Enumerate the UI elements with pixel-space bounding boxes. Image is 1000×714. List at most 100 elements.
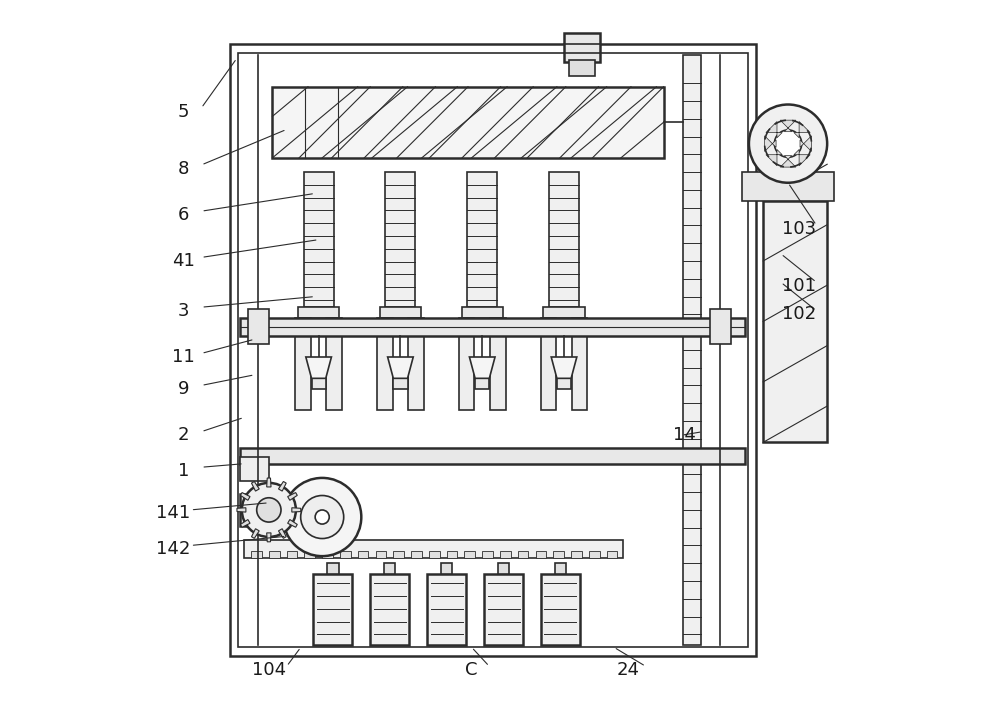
Bar bbox=[380, 307, 421, 318]
Text: 142: 142 bbox=[156, 540, 190, 558]
Bar bbox=[240, 448, 745, 463]
Bar bbox=[393, 551, 404, 558]
Bar bbox=[518, 551, 528, 558]
Text: 103: 103 bbox=[782, 220, 816, 238]
Bar bbox=[244, 540, 623, 558]
Text: 41: 41 bbox=[172, 252, 195, 270]
Bar bbox=[683, 55, 701, 645]
Polygon shape bbox=[237, 508, 246, 512]
Bar bbox=[490, 318, 506, 411]
Bar bbox=[385, 172, 415, 307]
Bar bbox=[498, 563, 509, 574]
Bar bbox=[313, 574, 352, 645]
Bar bbox=[377, 318, 393, 411]
Bar bbox=[358, 551, 368, 558]
Text: 141: 141 bbox=[156, 505, 190, 523]
Text: 2: 2 bbox=[178, 426, 189, 444]
Bar bbox=[462, 307, 503, 318]
Bar bbox=[467, 172, 497, 307]
Polygon shape bbox=[780, 156, 796, 167]
Bar bbox=[541, 318, 556, 411]
Bar bbox=[569, 61, 595, 76]
Bar bbox=[230, 44, 756, 655]
Polygon shape bbox=[765, 136, 776, 151]
Circle shape bbox=[749, 104, 827, 183]
Polygon shape bbox=[252, 481, 259, 491]
Polygon shape bbox=[306, 357, 331, 378]
Bar bbox=[543, 307, 585, 318]
Polygon shape bbox=[780, 120, 796, 131]
Text: 101: 101 bbox=[782, 277, 816, 295]
Bar bbox=[500, 551, 511, 558]
Circle shape bbox=[257, 498, 281, 522]
Text: 11: 11 bbox=[172, 348, 195, 366]
Bar bbox=[549, 172, 579, 307]
Bar bbox=[411, 551, 422, 558]
Bar bbox=[376, 551, 386, 558]
Polygon shape bbox=[388, 357, 413, 378]
Bar bbox=[553, 551, 564, 558]
Text: 14: 14 bbox=[673, 426, 696, 444]
Bar bbox=[272, 86, 664, 158]
Circle shape bbox=[315, 510, 329, 524]
Bar bbox=[536, 551, 546, 558]
Polygon shape bbox=[240, 520, 250, 527]
Polygon shape bbox=[278, 529, 286, 538]
Polygon shape bbox=[288, 520, 297, 527]
Bar bbox=[384, 563, 395, 574]
Circle shape bbox=[774, 130, 802, 157]
Text: 102: 102 bbox=[782, 306, 816, 323]
Polygon shape bbox=[766, 121, 782, 138]
Bar bbox=[710, 308, 731, 344]
Bar bbox=[327, 563, 339, 574]
Bar bbox=[459, 318, 474, 411]
Polygon shape bbox=[766, 149, 782, 166]
Polygon shape bbox=[267, 533, 271, 542]
Bar bbox=[564, 34, 600, 62]
Polygon shape bbox=[794, 121, 810, 138]
Bar bbox=[557, 376, 571, 389]
Polygon shape bbox=[551, 357, 577, 378]
Text: 104: 104 bbox=[252, 661, 286, 679]
Bar bbox=[572, 318, 587, 411]
Bar bbox=[322, 551, 333, 558]
Polygon shape bbox=[240, 493, 250, 501]
Bar bbox=[298, 307, 339, 318]
Polygon shape bbox=[288, 493, 297, 501]
Bar bbox=[238, 53, 748, 647]
Text: 9: 9 bbox=[178, 380, 189, 398]
Text: 3: 3 bbox=[178, 302, 189, 320]
Circle shape bbox=[283, 478, 361, 556]
Text: 6: 6 bbox=[178, 206, 189, 223]
Bar bbox=[304, 551, 315, 558]
Text: 8: 8 bbox=[178, 159, 189, 178]
Bar bbox=[340, 551, 351, 558]
Polygon shape bbox=[252, 529, 259, 538]
Polygon shape bbox=[469, 357, 495, 378]
Bar bbox=[248, 308, 269, 344]
Bar bbox=[304, 172, 334, 307]
Bar bbox=[295, 318, 311, 411]
Bar bbox=[763, 201, 827, 443]
Bar bbox=[429, 551, 440, 558]
Bar bbox=[482, 551, 493, 558]
Bar bbox=[240, 456, 269, 481]
Bar bbox=[464, 551, 475, 558]
Polygon shape bbox=[267, 478, 271, 487]
Bar bbox=[269, 551, 280, 558]
Bar bbox=[393, 376, 408, 389]
Bar bbox=[607, 551, 617, 558]
Bar bbox=[441, 563, 452, 574]
Polygon shape bbox=[794, 149, 810, 166]
Circle shape bbox=[242, 483, 296, 537]
Bar bbox=[742, 172, 834, 201]
Bar bbox=[427, 574, 466, 645]
Bar bbox=[312, 376, 326, 389]
Bar bbox=[240, 318, 745, 336]
Text: 1: 1 bbox=[178, 462, 189, 480]
Bar bbox=[287, 551, 297, 558]
Bar bbox=[484, 574, 523, 645]
Circle shape bbox=[301, 496, 344, 538]
Text: C: C bbox=[465, 661, 478, 679]
Text: 5: 5 bbox=[178, 103, 189, 121]
